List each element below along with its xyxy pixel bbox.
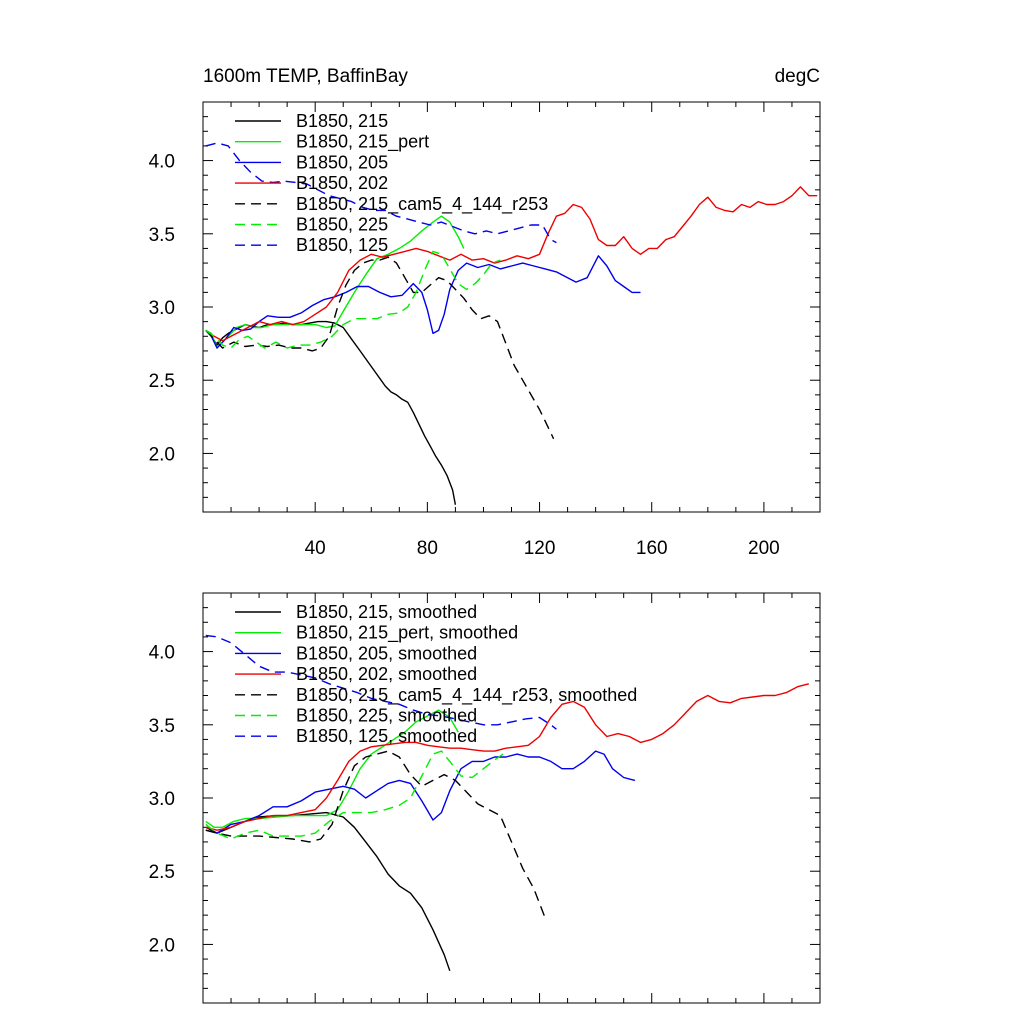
legend-label: B1850, 215, smoothed	[296, 602, 477, 622]
series-line-b1850-215	[205, 320, 457, 505]
series-line-b1850-205-smoothed	[205, 750, 636, 834]
legend-label: B1850, 225	[296, 215, 388, 235]
y-tick-label: 2.0	[149, 935, 175, 956]
y-tick-label: 3.0	[149, 789, 175, 810]
y-tick-label: 2.5	[149, 371, 175, 392]
x-tick-label: 80	[417, 538, 438, 559]
y-tick-labels: 2.0 2.5 3.0 3.5 4.0	[149, 643, 175, 957]
top-panel: 2.0 2.5 3.0 3.5 4.0 40 80 120 160 200 B1850, 215…	[149, 101, 821, 559]
series-lines	[205, 634, 809, 972]
legend-label: B1850, 125, smoothed	[296, 726, 477, 746]
legend-label: B1850, 215_pert, smoothed	[296, 623, 518, 644]
legend-label: B1850, 205	[296, 152, 388, 172]
legend-label: B1850, 225, smoothed	[296, 706, 477, 726]
series-line-b1850-215-cam5-4-144-r253-smoothed	[205, 750, 546, 919]
axis-ticks	[203, 101, 821, 513]
legend-label: B1850, 125	[296, 235, 388, 255]
y-tick-label: 4.0	[149, 152, 175, 173]
series-line-b1850-125-smoothed	[205, 634, 557, 730]
series-line-b1850-202-smoothed	[205, 683, 809, 831]
x-tick-label: 120	[524, 538, 556, 559]
legend-label: B1850, 215_cam5_4_144_r253	[296, 194, 548, 215]
x-tick-labels: 40 80 120 160 200	[305, 538, 780, 559]
y-tick-label: 3.5	[149, 716, 175, 737]
series-line-b1850-215-pert-smoothed	[205, 709, 459, 828]
y-tick-label: 4.0	[149, 643, 175, 664]
axis-ticks	[203, 592, 821, 1004]
x-tick-label: 200	[748, 538, 780, 559]
series-line-b1850-225	[205, 250, 501, 349]
units-label: degC	[775, 66, 820, 87]
series-lines	[205, 142, 818, 505]
x-tick-label: 40	[305, 538, 326, 559]
series-line-b1850-125	[205, 142, 557, 244]
legend-label: B1850, 215_cam5_4_144_r253, smoothed	[296, 685, 637, 706]
x-tick-label: 160	[636, 538, 668, 559]
y-tick-labels: 2.0 2.5 3.0 3.5 4.0	[149, 152, 175, 466]
series-line-b1850-205	[205, 255, 641, 349]
y-tick-label: 3.5	[149, 225, 175, 246]
y-tick-label: 2.5	[149, 862, 175, 883]
legend-label: B1850, 202	[296, 173, 388, 193]
y-tick-label: 3.0	[149, 298, 175, 319]
chart-title: 1600m TEMP, BaffinBay	[203, 66, 408, 87]
legend-label: B1850, 205, smoothed	[296, 643, 477, 663]
legend-label: B1850, 215	[296, 111, 388, 131]
legend-label: B1850, 215_pert	[296, 132, 429, 153]
y-tick-label: 2.0	[149, 444, 175, 465]
series-line-b1850-215-pert	[205, 215, 465, 349]
legend-label: B1850, 202, smoothed	[296, 664, 477, 684]
series-line-b1850-225-smoothed	[205, 750, 504, 840]
bottom-panel: 2.02.53.03.54.0 B1850, 215, smoothedB185…	[149, 592, 821, 1004]
